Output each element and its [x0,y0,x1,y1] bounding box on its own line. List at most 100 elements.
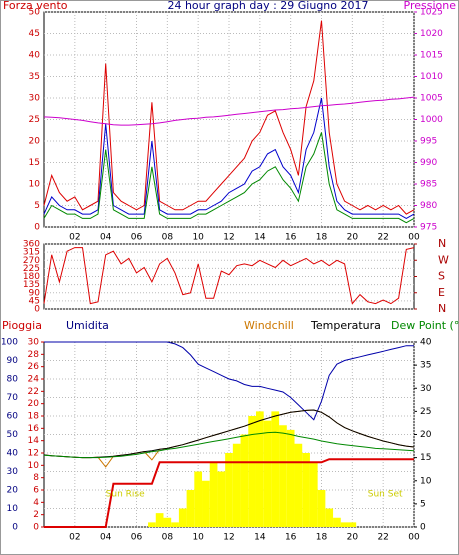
y-tick-label: 225 [23,264,40,274]
solar-bar [348,522,357,527]
x-tick-label: 16 [285,233,297,243]
y-tick-label: 20 [29,137,41,147]
solar-bar [171,522,179,527]
solar-bar [294,443,303,527]
y3-tick-label: 16 [28,424,40,434]
x-tick-label: 22 [377,533,388,543]
y-tick-label: 315 [23,248,40,258]
y2-axis-label: Pressione [404,0,457,12]
solar-bar [217,471,226,527]
direction-label: N [438,237,446,250]
solar-bar [248,416,256,527]
y-tick-label: 40 [7,449,19,459]
y-tick-label: 60 [7,412,19,422]
y2-tick-label: 25 [420,407,431,417]
x-tick-label: 12 [223,533,234,543]
y-axis-label: Forza vento [3,0,68,12]
y3-tick-label: 12 [28,449,39,459]
y-tick-label: 70 [7,393,19,403]
y2-tick-label: 35 [420,361,431,371]
solar-bar [155,513,164,527]
plot-area [43,11,415,228]
series-line [44,341,414,421]
solar-bar [186,490,195,527]
series-line [43,20,415,215]
y2-tick-label: 30 [420,384,432,394]
x-tick-label: 00 [408,233,420,243]
y-tick-label: 0 [34,223,40,233]
y3-tick-label: 0 [33,523,39,533]
y-tick-label: 360 [23,240,40,250]
x-tick-label: 08 [162,233,174,243]
x-tick-label: 16 [285,533,297,543]
x-tick-label: 06 [131,233,143,243]
y-tick-label: 270 [23,256,40,266]
y3-tick-label: 10 [28,461,40,471]
solar-bar [232,443,241,527]
x-tick-label: 14 [254,533,266,543]
solar-bar [263,420,272,527]
x-tick-label: 06 [131,533,143,543]
x-tick-label: 10 [192,233,204,243]
solar-bar [302,453,310,527]
solar-bar [317,490,326,527]
x-tick-label: 00 [408,533,420,543]
solar-bar [286,429,295,527]
y3-tick-label: 26 [28,362,40,372]
solar-bar [202,480,210,527]
x-tick-label: 18 [316,233,328,243]
y2-tick-label: 40 [420,338,432,348]
y-tick-label: 30 [29,94,41,104]
y2-tick-label: 15 [420,453,431,463]
y-tick-label: 100 [1,338,18,348]
y2-tick-label: 1010 [420,72,443,82]
solar-bar [240,434,249,527]
x-tick-label: 18 [316,533,328,543]
series-line [44,458,414,528]
y-tick-label: 180 [23,272,40,282]
y-tick-label: 30 [7,467,19,477]
solar-bar [309,462,318,527]
y2-tick-label: 975 [420,223,437,233]
y-tick-label: 10 [29,180,41,190]
direction-label: N [438,302,446,315]
y3-tick-label: 24 [28,375,40,385]
x-tick-label: 14 [254,233,266,243]
y3-tick-label: 22 [28,387,39,397]
series-label: Windchill [244,319,294,332]
solar-bar [148,522,156,527]
y3-tick-label: 20 [28,399,40,409]
y2-tick-label: 1025 [420,8,443,18]
series-label: Temperatura [310,319,381,332]
series-line [43,247,415,305]
y-tick-label: 35 [29,72,40,82]
y-tick-label: 10 [7,504,19,514]
y-tick-label: 0 [12,523,18,533]
series-label: Pioggia [2,319,42,332]
x-tick-label: 12 [223,233,234,243]
y-tick-label: 45 [29,296,40,306]
y-tick-label: 50 [7,430,19,440]
y2-tick-label: 1000 [420,115,443,125]
y2-tick-label: 1015 [420,51,443,61]
y-tick-label: 50 [29,8,41,18]
y2-tick-label: 10 [420,476,432,486]
y-tick-label: 135 [23,280,40,290]
y-tick-label: 0 [34,305,40,315]
direction-label: W [438,253,449,266]
solar-bar [163,517,172,527]
solar-bar [325,508,334,527]
x-tick-label: 20 [347,233,359,243]
y-tick-label: 25 [29,115,40,125]
solar-bar [255,411,264,527]
y-tick-label: 90 [7,356,19,366]
y3-tick-label: 8 [33,473,39,483]
series-label: Umidita [66,319,109,332]
y-tick-label: 45 [29,29,40,39]
y2-tick-label: 1020 [420,29,443,39]
direction-label: S [438,270,445,283]
annotation: Sun Rise [106,490,145,500]
y2-tick-label: 5 [420,499,426,509]
y2-tick-label: 1005 [420,94,443,104]
